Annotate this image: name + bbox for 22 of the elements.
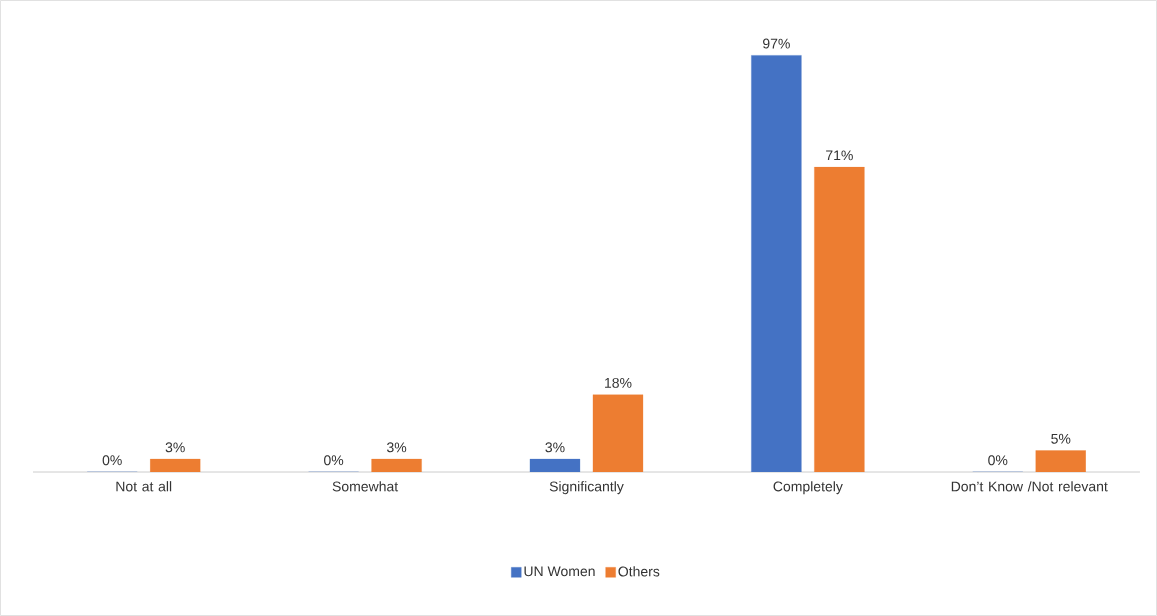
x-tick-label: Somewhat	[332, 481, 399, 492]
data-label: 3%	[165, 442, 185, 453]
data-label: 18%	[605, 377, 632, 388]
data-label: 5%	[1051, 433, 1071, 444]
x-tick-label: Don’t Know /Not relevant	[951, 481, 1108, 492]
bar	[1035, 450, 1086, 472]
bar	[150, 458, 201, 472]
x-tick-label: Not at all	[116, 481, 172, 492]
data-label: 3%	[545, 442, 565, 453]
bar	[371, 458, 422, 472]
data-label: 0%	[324, 455, 344, 466]
x-tick-label: Completely	[773, 481, 843, 495]
legend-label: Others	[618, 566, 660, 577]
data-label: 3%	[387, 442, 407, 453]
data-label: 0%	[102, 455, 122, 466]
data-label: 71%	[826, 150, 853, 161]
bar	[814, 166, 865, 472]
legend-label: UN Women	[524, 566, 595, 577]
bar	[592, 394, 644, 472]
data-label: 0%	[988, 455, 1008, 466]
x-tick-label: Significantly	[549, 481, 624, 495]
data-label: 97%	[763, 38, 790, 49]
